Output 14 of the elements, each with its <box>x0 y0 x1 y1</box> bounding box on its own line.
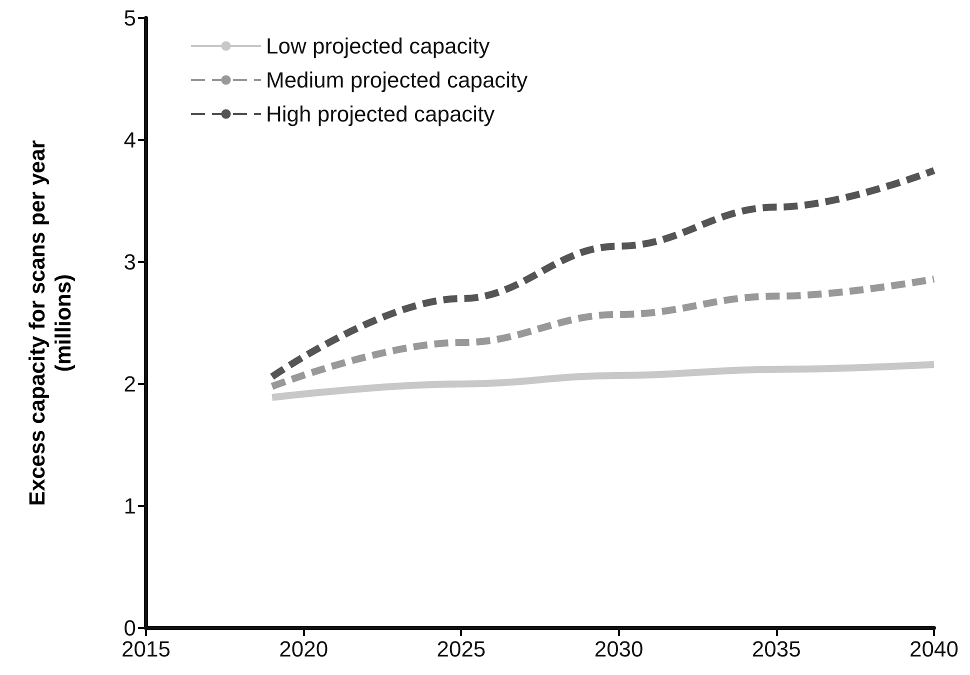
x-tick-label: 2030 <box>594 636 644 662</box>
legend-label: Medium projected capacity <box>266 68 528 92</box>
legend-label: High projected capacity <box>266 102 495 126</box>
y-tick-label: 1 <box>124 494 136 518</box>
y-axis-title: Excess capacity for scans per year (millions) <box>24 140 76 506</box>
legend-label: Low projected capacity <box>266 34 490 58</box>
y-tick-label: 2 <box>124 372 136 396</box>
x-tick-label: 2040 <box>910 636 958 662</box>
x-tick-label: 2035 <box>752 636 801 662</box>
y-tick-label: 4 <box>124 128 136 152</box>
y-tick-label: 3 <box>124 250 136 274</box>
x-tick-label: 2020 <box>279 636 328 662</box>
y-tick-label: 5 <box>124 6 136 30</box>
x-tick-label: 2025 <box>436 636 486 662</box>
